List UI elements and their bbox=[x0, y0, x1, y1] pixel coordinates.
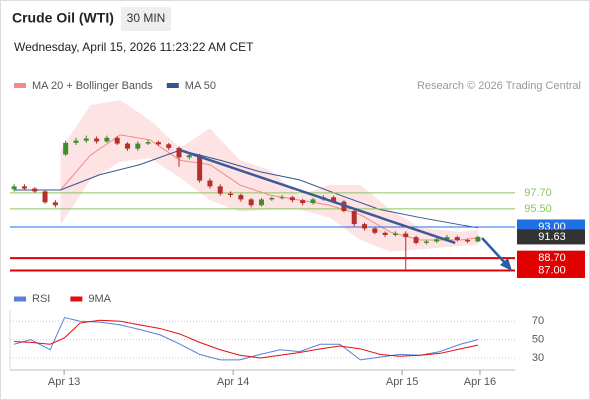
candle-body bbox=[145, 142, 151, 144]
candle-body bbox=[83, 138, 89, 141]
candle-body bbox=[52, 202, 58, 206]
y-tick-label: 30 bbox=[532, 352, 544, 364]
candle-body bbox=[331, 197, 337, 202]
ma-line bbox=[60, 134, 478, 241]
last-price-box bbox=[517, 229, 585, 245]
candle-body bbox=[258, 199, 264, 206]
ma-line bbox=[14, 149, 478, 229]
candle-body bbox=[94, 138, 100, 142]
candle-body bbox=[423, 241, 429, 243]
candle-body bbox=[11, 186, 17, 190]
candle-body bbox=[362, 224, 368, 229]
candle-body bbox=[279, 197, 285, 199]
datetime: Wednesday, April 15, 2026 11:23:22 AM CE… bbox=[14, 40, 254, 54]
projection-arrow bbox=[481, 237, 512, 271]
legend-swatch bbox=[166, 83, 179, 88]
candle-body bbox=[228, 193, 234, 196]
level-label: 87.00 bbox=[538, 264, 566, 276]
candle-body bbox=[32, 188, 38, 192]
level-label: 97.70 bbox=[524, 187, 552, 199]
candle-body bbox=[248, 199, 254, 206]
title: Crude Oil (WTI) bbox=[12, 10, 114, 26]
candle-body bbox=[63, 142, 69, 155]
arrow-head bbox=[500, 258, 512, 271]
candle-body bbox=[289, 197, 295, 201]
candle-body bbox=[207, 180, 213, 187]
candle-body bbox=[310, 199, 316, 204]
x-tick-label: Apr 14 bbox=[217, 376, 249, 388]
x-tick-label: Apr 16 bbox=[464, 376, 496, 388]
legend-label: MA 50 bbox=[185, 80, 216, 92]
candle-body bbox=[73, 140, 79, 143]
rsi-line bbox=[14, 319, 479, 359]
candle-body bbox=[197, 155, 203, 181]
level-box bbox=[517, 250, 585, 266]
candle-body bbox=[217, 186, 223, 194]
y-tick-label: 70 bbox=[532, 315, 544, 327]
last-price-label: 91.63 bbox=[538, 231, 566, 243]
legend-swatch bbox=[14, 296, 26, 302]
level-box bbox=[517, 262, 585, 278]
legend-label: 9MA bbox=[88, 293, 111, 305]
x-tick-label: Apr 13 bbox=[48, 376, 80, 388]
candle-body bbox=[124, 143, 130, 149]
candle-body bbox=[465, 240, 471, 242]
candle-body bbox=[176, 147, 182, 158]
candle-body bbox=[454, 237, 460, 241]
legend-swatch bbox=[70, 296, 83, 302]
bollinger-band bbox=[60, 100, 478, 252]
legend-swatch bbox=[14, 83, 26, 88]
candle-body bbox=[300, 200, 306, 204]
candle-body bbox=[372, 228, 378, 233]
candle-body bbox=[166, 144, 172, 148]
legend-label: MA 20 + Bollinger Bands bbox=[32, 80, 153, 92]
level-label: 88.70 bbox=[538, 252, 566, 264]
candle-body bbox=[269, 197, 275, 200]
legend-label: RSI bbox=[32, 293, 50, 305]
credit: Research © 2026 Trading Central bbox=[417, 80, 581, 92]
candle-body bbox=[155, 142, 161, 145]
candle-body bbox=[392, 233, 398, 235]
y-tick-label: 50 bbox=[532, 334, 544, 346]
candle-body bbox=[114, 137, 120, 144]
candle-body bbox=[434, 239, 440, 242]
candle-body bbox=[238, 195, 244, 200]
candle-body bbox=[403, 233, 409, 238]
candle-body bbox=[135, 143, 141, 149]
arrow-shaft bbox=[481, 237, 507, 265]
candle-body bbox=[21, 186, 27, 189]
trendline bbox=[179, 148, 456, 245]
level-label: 95.50 bbox=[524, 203, 552, 215]
candle-body bbox=[42, 191, 48, 203]
interval-box bbox=[121, 7, 171, 31]
interval: 30 MIN bbox=[127, 11, 166, 25]
candle-body bbox=[413, 237, 419, 243]
candle-body bbox=[382, 232, 388, 235]
x-tick-label: Apr 15 bbox=[386, 376, 418, 388]
candle-body bbox=[351, 211, 357, 225]
candle-body bbox=[475, 236, 481, 242]
rsi-line bbox=[13, 316, 479, 361]
candle-body bbox=[186, 155, 192, 158]
candle-body bbox=[444, 237, 450, 240]
candle-body bbox=[104, 137, 110, 142]
